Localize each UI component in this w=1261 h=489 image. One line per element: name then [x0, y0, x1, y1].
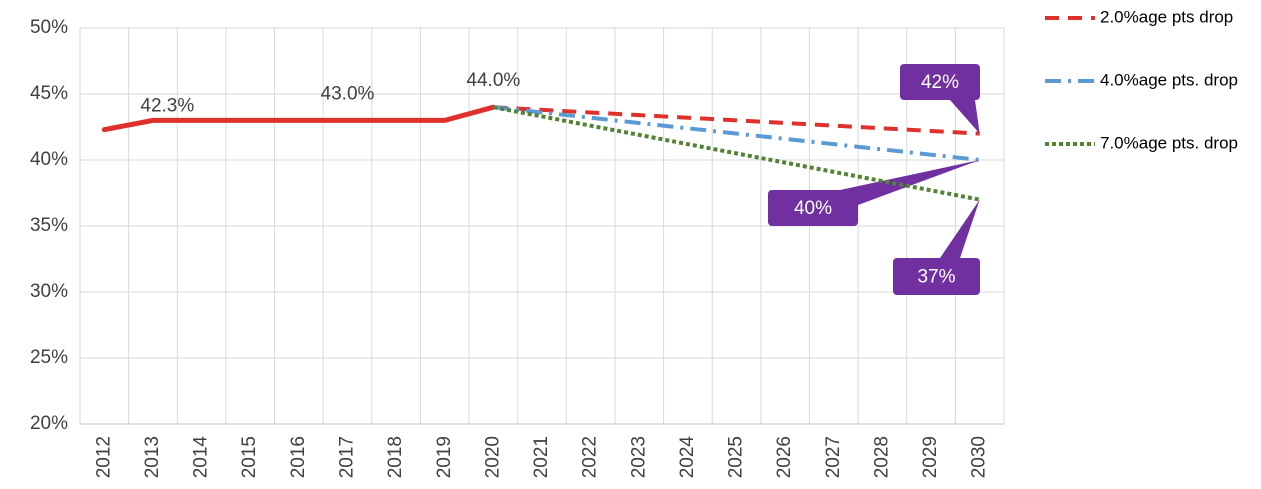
y-tick-label: 40% — [30, 149, 68, 170]
x-tick-label: 2015 — [239, 436, 260, 478]
x-tick-label: 2028 — [871, 436, 892, 478]
y-tick-label: 20% — [30, 413, 68, 434]
x-tick-label: 2025 — [726, 436, 747, 478]
x-tick-label: 2027 — [823, 436, 844, 478]
callout: 40% — [768, 160, 980, 226]
data-label: 37% — [917, 267, 955, 288]
y-tick-label: 30% — [30, 281, 68, 302]
series-line — [493, 105, 980, 162]
callout: 37% — [893, 199, 980, 295]
x-tick-label: 2017 — [336, 436, 357, 478]
data-label: 40% — [794, 198, 832, 219]
y-tick-label: 35% — [30, 215, 68, 236]
x-tick-label: 2026 — [774, 436, 795, 478]
x-tick-label: 2029 — [920, 436, 941, 478]
legend-label: 2.0%age pts drop — [1100, 7, 1233, 26]
callout-pointer — [950, 100, 980, 134]
x-tick-label: 2020 — [482, 436, 503, 478]
callout-pointer — [940, 199, 980, 258]
legend-label: 7.0%age pts. drop — [1100, 133, 1238, 152]
x-tick-label: 2013 — [142, 436, 163, 478]
series-line — [493, 105, 980, 136]
x-tick-label: 2023 — [628, 436, 649, 478]
x-tick-label: 2019 — [434, 436, 455, 478]
x-tick-label: 2014 — [191, 436, 212, 479]
x-tick-label: 2016 — [288, 436, 309, 478]
x-tick-label: 2022 — [580, 436, 601, 478]
x-tick-label: 2021 — [531, 436, 552, 478]
x-tick-label: 2012 — [93, 436, 114, 478]
x-tick-label: 2018 — [385, 436, 406, 478]
data-label: 43.0% — [321, 83, 375, 104]
callout-box — [768, 190, 858, 226]
callout-pointer — [840, 160, 980, 205]
legend-label: 4.0%age pts. drop — [1100, 70, 1238, 89]
x-tick-label: 2024 — [677, 436, 698, 479]
data-label: 42% — [921, 72, 959, 93]
x-tick-label: 2030 — [969, 436, 990, 478]
series-line — [492, 105, 981, 202]
y-tick-label: 45% — [30, 83, 68, 104]
data-label: 44.0% — [466, 70, 520, 91]
callout-box — [893, 258, 980, 295]
callout: 42% — [900, 64, 980, 134]
data-label: 42.3% — [140, 96, 194, 117]
y-tick-label: 25% — [30, 347, 68, 368]
callout-box — [900, 64, 980, 100]
y-tick-label: 50% — [30, 17, 68, 38]
series-line — [101, 104, 496, 133]
